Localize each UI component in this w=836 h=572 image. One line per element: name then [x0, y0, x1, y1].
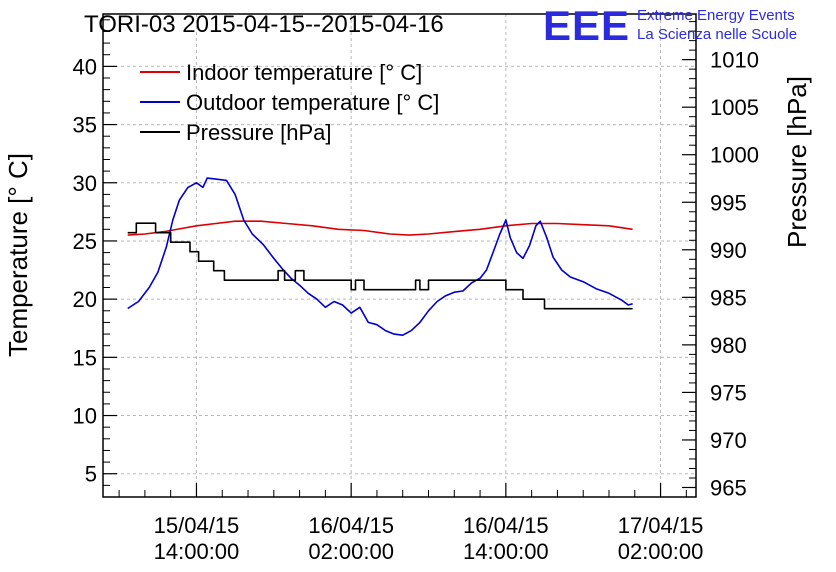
x-tick-label-time: 02:00:00: [308, 539, 394, 564]
x-tick-label-date: 16/04/15: [308, 513, 394, 538]
gridlines: [103, 14, 696, 497]
project-name-line1: Extreme Energy Events: [637, 7, 795, 24]
y-tick-label-right: 995: [710, 190, 747, 215]
y-tick-label-left: 15: [73, 345, 97, 370]
plot-frame: [102, 13, 697, 498]
series-lines: [127, 177, 633, 336]
y-tick-label-right: 980: [710, 333, 747, 358]
x-tick-label-date: 16/04/15: [463, 513, 549, 538]
y-tick-label-left: 40: [73, 54, 97, 79]
chart-title: TORI-03 2015-04-15--2015-04-16: [84, 11, 444, 38]
series-line-indoor: [127, 220, 633, 236]
axis-ticks: 5 10 15 20 25 30 35 40 965 970 975 980 985 990 995 1000…: [73, 19, 759, 564]
y-tick-label-left: 25: [73, 229, 97, 254]
y-axis-label-right: Pressure [hPa]: [782, 76, 812, 248]
x-tick-label-time: 14:00:00: [154, 539, 240, 564]
y-tick-label-left: 35: [73, 113, 97, 138]
x-tick-label-date: 17/04/15: [618, 513, 704, 538]
legend-label-indoor: Indoor temperature [° C]: [186, 60, 422, 85]
y-tick-label-right: 985: [710, 285, 747, 310]
y-tick-label-right: 1005: [710, 95, 759, 120]
y-tick-label-right: 1010: [710, 48, 759, 73]
legend-label-pressure: Pressure [hPa]: [186, 120, 332, 145]
x-tick-label-time: 02:00:00: [618, 539, 704, 564]
y-tick-label-right: 975: [710, 380, 747, 405]
project-name-line2: La Scienza nelle Scuole: [637, 26, 797, 43]
x-tick-label-time: 14:00:00: [463, 539, 549, 564]
y-tick-label-left: 30: [73, 171, 97, 196]
x-tick-label-date: 15/04/15: [154, 513, 240, 538]
series-line-pressure: [127, 222, 633, 310]
y-tick-label-right: 965: [710, 475, 747, 500]
y-tick-label-left: 10: [73, 404, 97, 429]
y-tick-label-right: 970: [710, 428, 747, 453]
y-axis-label-left: Temperature [° C]: [3, 153, 33, 357]
series-line-outdoor: [127, 177, 633, 336]
eee-logo: EEE: [543, 2, 630, 49]
legend: Indoor temperature [° C] Outdoor tempera…: [140, 60, 439, 145]
y-tick-label-right: 990: [710, 238, 747, 263]
y-tick-label-right: 1000: [710, 143, 759, 168]
legend-label-outdoor: Outdoor temperature [° C]: [186, 90, 439, 115]
y-tick-label-left: 5: [85, 462, 97, 487]
y-tick-label-left: 20: [73, 287, 97, 312]
